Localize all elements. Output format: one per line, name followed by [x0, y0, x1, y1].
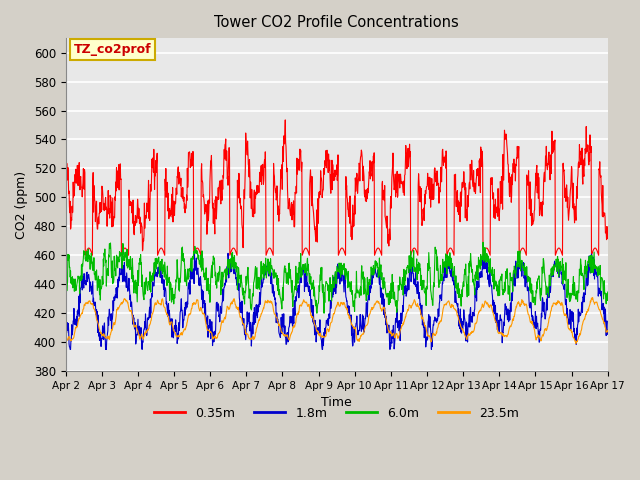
Title: Tower CO2 Profile Concentrations: Tower CO2 Profile Concentrations [214, 15, 459, 30]
Y-axis label: CO2 (ppm): CO2 (ppm) [15, 170, 28, 239]
Legend: 0.35m, 1.8m, 6.0m, 23.5m: 0.35m, 1.8m, 6.0m, 23.5m [149, 402, 524, 425]
X-axis label: Time: Time [321, 396, 352, 409]
Text: TZ_co2prof: TZ_co2prof [74, 43, 152, 56]
